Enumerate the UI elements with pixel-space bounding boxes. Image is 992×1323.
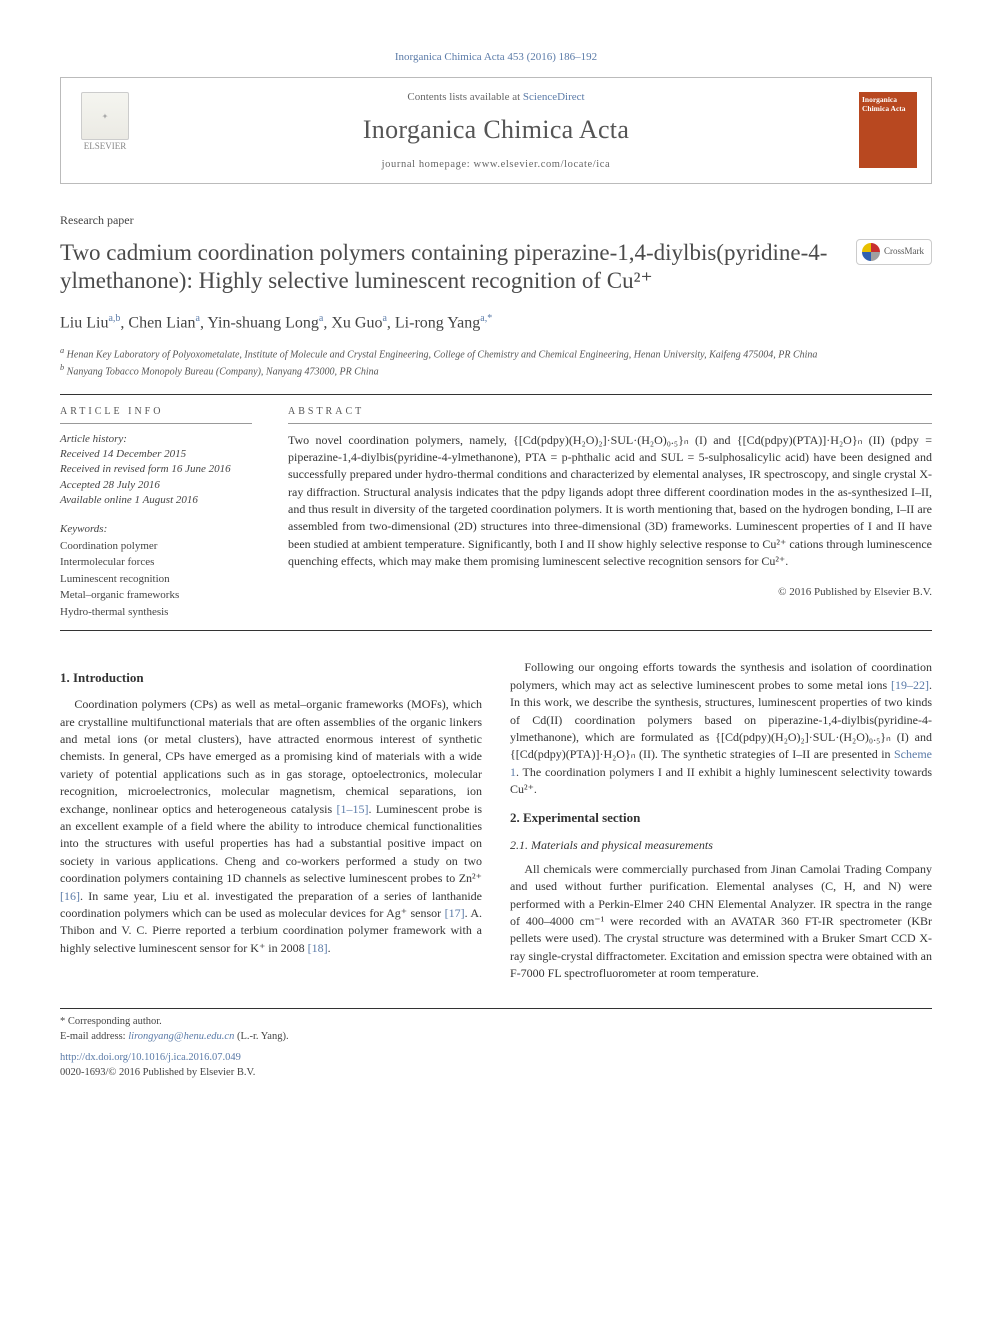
crossmark-button[interactable]: CrossMark xyxy=(856,239,932,265)
abstract-column: ABSTRACT Two novel coordination polymers… xyxy=(288,395,932,631)
elsevier-logo: ✦ ELSEVIER xyxy=(75,92,135,160)
journal-homepage-link[interactable]: journal homepage: www.elsevier.com/locat… xyxy=(77,158,915,173)
keywords-head: Keywords: xyxy=(60,522,252,537)
top-citation: Inorganica Chimica Acta 453 (2016) 186–1… xyxy=(60,50,932,65)
paper-title: Two cadmium coordination polymers contai… xyxy=(60,239,842,297)
elsevier-label: ELSEVIER xyxy=(84,140,127,153)
affiliation-a: a Henan Key Laboratory of Polyoxometalat… xyxy=(60,345,932,362)
history-received: Received 14 December 2015 xyxy=(60,447,252,462)
section-2-head: 2. Experimental section xyxy=(510,809,932,828)
journal-name: Inorganica Chimica Acta xyxy=(77,112,915,148)
issn-copyright: 0020-1693/© 2016 Published by Elsevier B… xyxy=(60,1066,932,1081)
history-accepted: Accepted 28 July 2016 xyxy=(60,478,252,493)
author-5-affil: a,* xyxy=(480,313,492,324)
crossmark-label: CrossMark xyxy=(884,245,924,258)
article-info-column: ARTICLE INFO Article history: Received 1… xyxy=(60,395,260,631)
ref-link[interactable]: [17] xyxy=(445,906,465,920)
keyword: Luminescent recognition xyxy=(60,571,252,588)
authors-line: Liu Liua,b, Chen Liana, Yin-shuang Longa… xyxy=(60,312,932,335)
author-2: Chen Lian xyxy=(128,314,195,331)
corresponding-email[interactable]: lirongyang@henu.edu.cn xyxy=(128,1031,234,1042)
keyword: Hydro-thermal synthesis xyxy=(60,604,252,621)
keyword: Coordination polymer xyxy=(60,538,252,555)
author-2-affil: a xyxy=(195,313,199,324)
ref-link[interactable]: [1–15] xyxy=(337,802,369,816)
author-1-affil: a,b xyxy=(108,313,120,324)
author-3: Yin-shuang Long xyxy=(207,314,319,331)
ref-link[interactable]: [16] xyxy=(60,889,80,903)
abstract-text: Two novel coordination polymers, namely,… xyxy=(288,432,932,571)
crossmark-icon xyxy=(862,243,880,261)
corresponding-author-note: * Corresponding author. xyxy=(60,1015,932,1030)
keyword: Intermolecular forces xyxy=(60,554,252,571)
intro-paragraph-1: Coordination polymers (CPs) as well as m… xyxy=(60,696,482,957)
keyword: Metal–organic frameworks xyxy=(60,587,252,604)
affiliation-b: b Nanyang Tobacco Monopoly Bureau (Compa… xyxy=(60,362,932,379)
corresponding-email-line: E-mail address: lirongyang@henu.edu.cn (… xyxy=(60,1030,932,1045)
article-history: Article history: Received 14 December 20… xyxy=(60,432,252,509)
keywords-list: Coordination polymer Intermolecular forc… xyxy=(60,538,252,621)
abstract-label: ABSTRACT xyxy=(288,405,932,424)
author-4: Xu Guo xyxy=(331,314,382,331)
author-5: Li-rong Yang xyxy=(395,314,480,331)
affiliations: a Henan Key Laboratory of Polyoxometalat… xyxy=(60,345,932,380)
author-1: Liu Liu xyxy=(60,314,108,331)
article-info-label: ARTICLE INFO xyxy=(60,405,252,424)
intro-paragraph-2: Following our ongoing efforts towards th… xyxy=(510,659,932,798)
sciencedirect-link[interactable]: ScienceDirect xyxy=(523,91,585,103)
history-head: Article history: xyxy=(60,432,252,447)
contents-prefix: Contents lists available at xyxy=(407,91,522,103)
cover-title: Inorganica Chimica Acta xyxy=(862,96,914,113)
ref-link[interactable]: [18] xyxy=(308,941,328,955)
doi-link[interactable]: http://dx.doi.org/10.1016/j.ica.2016.07.… xyxy=(60,1051,932,1066)
section-2-1-head: 2.1. Materials and physical measurements xyxy=(510,837,932,854)
email-suffix: (L.-r. Yang). xyxy=(234,1031,288,1042)
history-online: Available online 1 August 2016 xyxy=(60,493,252,508)
author-3-affil: a xyxy=(319,313,323,324)
abstract-copyright: © 2016 Published by Elsevier B.V. xyxy=(288,585,932,600)
section-1-head: 1. Introduction xyxy=(60,669,482,688)
elsevier-tree-icon: ✦ xyxy=(81,92,129,140)
email-label: E-mail address: xyxy=(60,1031,128,1042)
journal-cover-thumbnail: Inorganica Chimica Acta xyxy=(859,92,917,168)
history-revised: Received in revised form 16 June 2016 xyxy=(60,462,252,477)
journal-header-box: ✦ ELSEVIER Inorganica Chimica Acta Conte… xyxy=(60,77,932,183)
author-4-affil: a xyxy=(382,313,386,324)
ref-link[interactable]: [19–22] xyxy=(891,678,929,692)
experimental-paragraph-1: All chemicals were commercially purchase… xyxy=(510,861,932,983)
paper-type-label: Research paper xyxy=(60,212,932,229)
contents-line: Contents lists available at ScienceDirec… xyxy=(77,90,915,105)
footer-block: * Corresponding author. E-mail address: … xyxy=(60,1008,932,1080)
body-column-left: 1. Introduction Coordination polymers (C… xyxy=(60,659,482,984)
body-column-right: Following our ongoing efforts towards th… xyxy=(510,659,932,984)
